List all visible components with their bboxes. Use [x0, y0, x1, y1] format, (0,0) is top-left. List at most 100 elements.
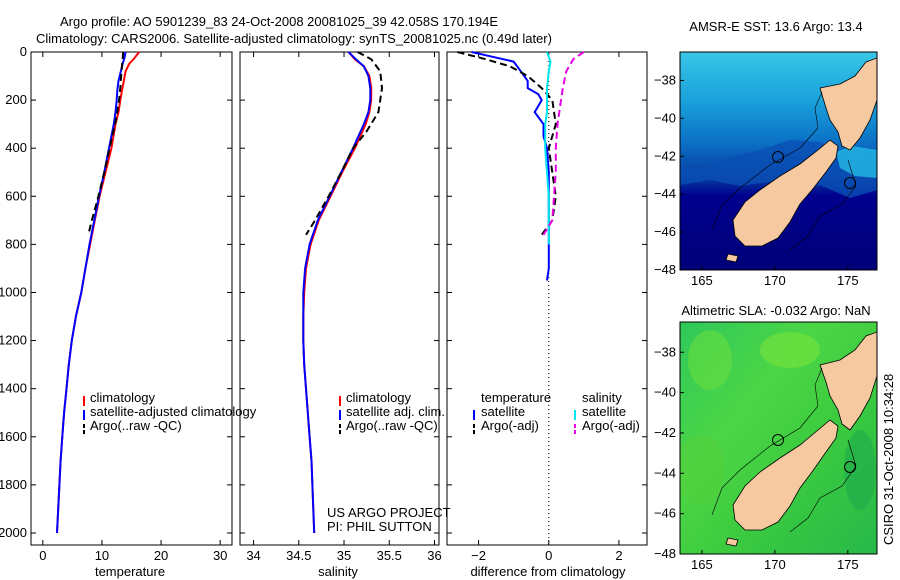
sla-map-frame	[679, 321, 878, 555]
map-x-tick-label: 165	[691, 557, 713, 572]
map-x-tick-label: 175	[837, 557, 859, 572]
legend-temperature-title: temperature	[481, 390, 551, 405]
temperature-ticks: 0 10 20 30 0 200 400 600 800 1000 1200 1400 1600 1800…	[0, 44, 232, 563]
temperature-axes-box	[30, 51, 233, 546]
project-label: US ARGO PROJECT	[327, 505, 451, 520]
series-line-temperature-argo-adj-	[457, 51, 557, 236]
salinity-axes-box	[239, 51, 440, 546]
header-line-1: Argo profile: AO 5901239_83 24-Oct-2008 …	[60, 14, 498, 29]
x-tick-label: 0	[39, 548, 46, 563]
map-y-tick-label: −46	[654, 506, 676, 521]
map-y-tick-label: −38	[654, 72, 676, 87]
temperature-xlabel: temperature	[95, 564, 165, 579]
stewart-island-land-2	[725, 537, 739, 547]
difference-axes-box	[446, 51, 648, 546]
x-tick-label: −2	[471, 548, 486, 563]
x-tick-label: 20	[154, 548, 168, 563]
legend-climatology: climatology	[90, 390, 156, 405]
y-tick-label: 800	[5, 236, 27, 251]
legend-argo: Argo(..raw -QC)	[90, 418, 182, 433]
map-y-tick-label: −42	[654, 425, 676, 440]
x-tick-label: 2	[615, 548, 622, 563]
stewart-island-land	[725, 253, 739, 263]
pi-label: PI: PHIL SUTTON	[327, 519, 432, 534]
map-y-tick-label: −40	[654, 385, 676, 400]
sla-map-title: Altimetric SLA: -0.032 Argo: NaN	[681, 303, 870, 318]
sla-map-ticks: 165 170 175 −48 −46 −44 −42 −40 −38	[654, 344, 859, 572]
y-tick-label: 1000	[0, 284, 27, 299]
legend-sal-sat: satellite	[582, 404, 626, 419]
sst-map-ticks: 165 170 175 −48 −46 −44 −42 −40 −38	[654, 72, 859, 288]
sst-isobath-east	[789, 159, 857, 251]
sst-isobath-west	[711, 91, 823, 231]
y-tick-label: 400	[5, 140, 27, 155]
y-tick-label: 1200	[0, 333, 27, 348]
map-y-tick-label: −42	[654, 148, 676, 163]
series-line-satellite-adj-clim-	[302, 51, 372, 534]
south-island-land	[732, 139, 839, 247]
x-tick-label: 34	[246, 548, 260, 563]
series-line-salinity-argo-adj-	[542, 51, 585, 236]
x-tick-label: 35.5	[377, 548, 402, 563]
difference-legend: temperature satellite Argo(-adj) salinit…	[473, 390, 640, 434]
x-tick-label: 35	[337, 548, 351, 563]
temperature-legend: climatology satellite-adjusted climatolo…	[83, 390, 257, 434]
x-tick-label: 0	[545, 548, 552, 563]
temperature-panel: 0 10 20 30 0 200 400 600 800 1000 1200 1400 1600 1800…	[0, 44, 257, 579]
sla-isobath-east	[789, 439, 857, 533]
map-x-tick-label: 170	[764, 273, 786, 288]
difference-xlabel: difference from climatology	[470, 564, 626, 579]
series-line-temperature-satellite	[471, 51, 550, 281]
legend-sal-climatology: climatology	[346, 390, 412, 405]
sla-patch-3	[844, 430, 876, 510]
map-y-tick-label: −46	[654, 224, 676, 239]
y-tick-label: 600	[5, 188, 27, 203]
x-tick-label: 10	[95, 548, 109, 563]
legend-sal-argo-adj: Argo(-adj)	[582, 418, 640, 433]
sla-patch-2	[760, 332, 820, 368]
argo-position-marker	[772, 151, 784, 163]
sst-warm-patch	[836, 146, 877, 178]
satellite-position-marker	[844, 177, 856, 189]
legend-temp-satellite: satellite	[481, 404, 525, 419]
sst-map-panel: AMSR-E SST: 13.6 Argo: 13.4 165 170 175 −48…	[654, 19, 878, 288]
timestamp-stamp: CSIRO 31-Oct-2008 10:34:28	[881, 374, 896, 545]
salinity-xlabel: salinity	[318, 564, 358, 579]
x-tick-label: 36	[427, 548, 441, 563]
map-y-tick-label: −48	[654, 262, 676, 277]
legend-sal-satellite: satellite adj. clim.	[346, 404, 445, 419]
sla-patch-1	[688, 330, 732, 390]
legend-salinity-title: salinity	[582, 390, 622, 405]
map-y-tick-label: −44	[654, 465, 676, 480]
salinity-lines	[302, 51, 383, 534]
y-tick-label: 1400	[0, 381, 27, 396]
sla-map-panel: Altimetric SLA: -0.032 Argo: NaN 165 170 1…	[654, 303, 878, 572]
legend-sal-argo: Argo(..raw -QC)	[346, 418, 438, 433]
north-island-land	[819, 57, 877, 151]
x-tick-label: 30	[213, 548, 227, 563]
y-tick-label: 2000	[0, 525, 27, 540]
series-line-climatology	[302, 51, 373, 534]
difference-panel: −2 0 2 difference from climatology tempera…	[446, 51, 648, 579]
map-y-tick-label: −48	[654, 546, 676, 561]
sst-map-title: AMSR-E SST: 13.6 Argo: 13.4	[689, 19, 862, 34]
sst-map-frame	[679, 51, 878, 271]
sla-patch-4	[680, 435, 725, 505]
argo-position-marker-2	[772, 434, 784, 446]
map-x-tick-label: 165	[691, 273, 713, 288]
legend-satellite-adjusted: satellite-adjusted climatology	[90, 404, 257, 419]
y-tick-label: 1600	[0, 429, 27, 444]
y-tick-label: 0	[20, 44, 27, 59]
salinity-legend: climatology satellite adj. clim. Argo(..…	[339, 390, 445, 434]
salinity-panel: 34 34.5 35 35.5 36 salinity climatology sate…	[239, 51, 451, 579]
header-line-2: Climatology: CARS2006. Satellite-adjuste…	[36, 31, 552, 46]
series-line-salinity-satellite	[544, 51, 552, 245]
satellite-position-marker-2	[844, 461, 856, 473]
south-island-land-2	[732, 419, 839, 531]
map-x-tick-label: 175	[837, 273, 859, 288]
salinity-ticks: 34 34.5 35 35.5 36	[240, 51, 442, 563]
x-tick-label: 34.5	[286, 548, 311, 563]
difference-ticks: −2 0 2	[447, 51, 647, 563]
series-line-argo-raw-qc-	[87, 51, 125, 236]
map-y-tick-label: −40	[654, 110, 676, 125]
